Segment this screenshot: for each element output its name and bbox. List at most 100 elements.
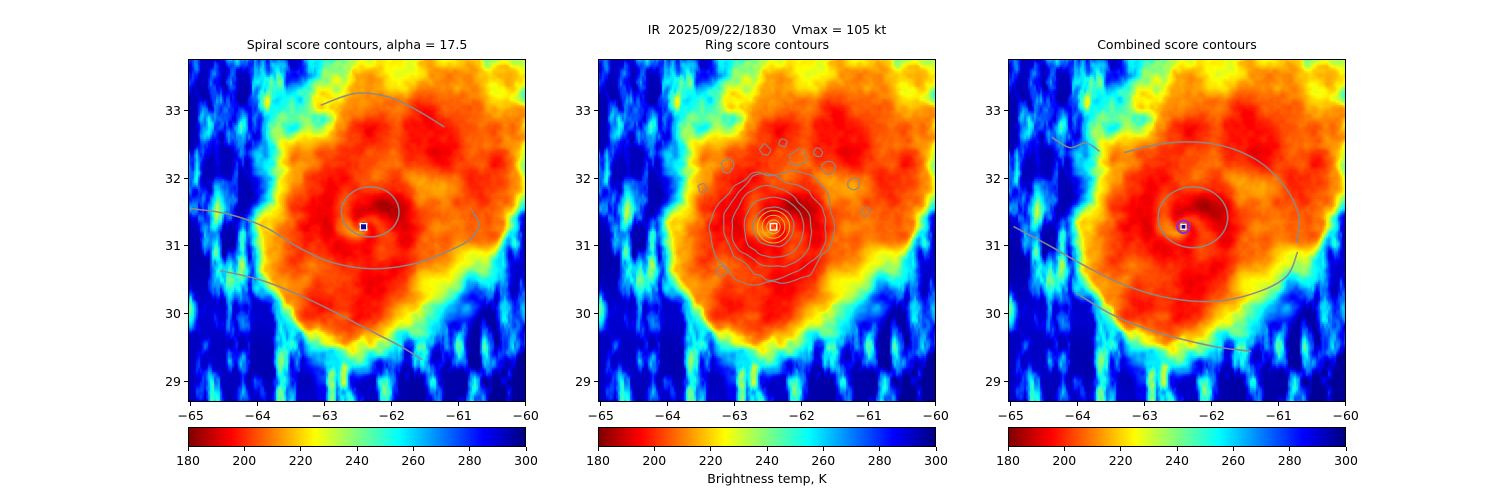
colorbar-tick-label: 220	[698, 453, 723, 468]
colorbar-tick	[187, 447, 189, 451]
eyewall-ring-contour	[761, 214, 786, 239]
y-tick-label: 32	[575, 170, 591, 186]
x-tick	[734, 402, 736, 406]
y-tick-label: 29	[575, 373, 591, 389]
contour-overlay-ring	[697, 138, 871, 286]
colorbar-tick	[1120, 447, 1122, 451]
storm-center-ring	[1176, 219, 1191, 235]
y-tick-label: 30	[985, 305, 1001, 321]
storm-center-dot	[359, 222, 368, 232]
x-tick-label: −65	[177, 408, 204, 423]
panel-ring-title: Ring score contours	[704, 37, 830, 52]
x-tick	[1345, 402, 1347, 406]
contour-blob	[720, 158, 735, 174]
x-tick	[935, 402, 937, 406]
colorbar-tick	[525, 447, 527, 451]
x-tick-label: −63	[311, 408, 338, 423]
x-tick	[525, 402, 527, 406]
colorbar-tick	[356, 447, 358, 451]
colorbar-ring	[598, 427, 936, 447]
colorbar-tick-label: 220	[288, 453, 313, 468]
x-tick-label: −62	[1198, 408, 1225, 423]
colorbar-tick	[822, 447, 824, 451]
x-tick	[391, 402, 393, 406]
contour-blob	[715, 265, 728, 277]
x-tick-label: −63	[721, 408, 748, 423]
x-tick-label: −60	[1332, 408, 1359, 423]
colorbar-tick	[879, 447, 881, 451]
colorbar-tick-label: 200	[642, 453, 667, 468]
contour-line	[1123, 141, 1301, 244]
colorbar-tick	[1007, 447, 1009, 451]
x-tick	[1211, 402, 1213, 406]
colorbar-spiral	[188, 427, 526, 447]
colorbar-tick	[653, 447, 655, 451]
y-tick-label: 31	[165, 238, 181, 254]
colorbar-tick	[597, 447, 599, 451]
ring-contour	[723, 173, 827, 282]
x-tick-label: −60	[512, 408, 539, 423]
colorbar-tick-label: 260	[1221, 453, 1246, 468]
ir-image-spiral	[188, 59, 526, 402]
panel-spiral: Spiral score contours, alpha = 17.5 −65 −…	[165, 37, 539, 468]
y-tick-label: 29	[985, 373, 1001, 389]
contour-blob	[789, 148, 808, 166]
ring-contour	[752, 206, 795, 248]
colorbar-tick	[300, 447, 302, 451]
x-tick-label: −64	[1064, 408, 1091, 423]
x-tick	[868, 402, 870, 406]
contour-line	[1013, 226, 1299, 303]
ring-contour	[731, 184, 813, 268]
x-tick-label: −64	[654, 408, 681, 423]
contour-loop	[1157, 186, 1229, 249]
colorbar-tick-label: 200	[232, 453, 257, 468]
y-tick-label: 32	[985, 170, 1001, 186]
contour-blob	[778, 138, 788, 148]
colorbar-tick-label: 300	[514, 453, 538, 468]
x-tick-label: −61	[855, 408, 882, 423]
x-tick	[190, 402, 192, 406]
y-tick-label: 31	[575, 238, 591, 254]
x-tick-label: −64	[244, 408, 271, 423]
storm-center-square	[769, 222, 778, 231]
y-tick-label: 32	[165, 170, 181, 186]
colorbar-tick	[412, 447, 414, 451]
colorbar-tick	[1176, 447, 1178, 451]
contour-blob	[847, 177, 861, 191]
contour-blob	[758, 143, 772, 156]
contour-loop	[340, 186, 400, 238]
colorbar-tick	[710, 447, 712, 451]
colorbar-tick-label: 180	[176, 453, 200, 468]
x-tick-label: −62	[788, 408, 815, 423]
colorbar-tick	[935, 447, 937, 451]
x-tick	[1010, 402, 1012, 406]
x-tick	[1278, 402, 1280, 406]
panel-ring: Ring score contours −65 −64 −63 −62 −61 −60 33…	[575, 37, 949, 468]
ring-contour	[743, 196, 805, 258]
x-tick	[667, 402, 669, 406]
colorbar-tick	[766, 447, 768, 451]
contour-blob	[821, 160, 836, 176]
colorbar-tick-label: 280	[867, 453, 892, 468]
colorbar-tick-label: 300	[1334, 453, 1358, 468]
contour-blob	[697, 182, 708, 193]
contour-overlay-spiral	[189, 92, 480, 361]
x-tick-label: −65	[587, 408, 614, 423]
y-tick-label: 30	[575, 305, 591, 321]
contour-blob	[813, 147, 824, 158]
x-tick-label: −65	[997, 408, 1024, 423]
ir-image-combined	[1008, 59, 1346, 402]
contour-line	[320, 92, 445, 128]
colorbar-tick-label: 180	[586, 453, 610, 468]
colorbar-tick-label: 200	[1052, 453, 1077, 468]
colorbar-tick-label: 300	[924, 453, 948, 468]
x-tick-label: −60	[922, 408, 949, 423]
colorbar-tick-label: 240	[755, 453, 779, 468]
figure-suptitle: IR 2025/09/22/1830 Vmax = 105 kt	[647, 22, 887, 37]
colorbar-tick	[1232, 447, 1234, 451]
ir-image-ring	[598, 59, 936, 402]
colorbar-tick-label: 260	[401, 453, 426, 468]
colorbar-tick	[469, 447, 471, 451]
ring-contour	[708, 170, 836, 286]
y-tick-label: 33	[985, 102, 1001, 118]
